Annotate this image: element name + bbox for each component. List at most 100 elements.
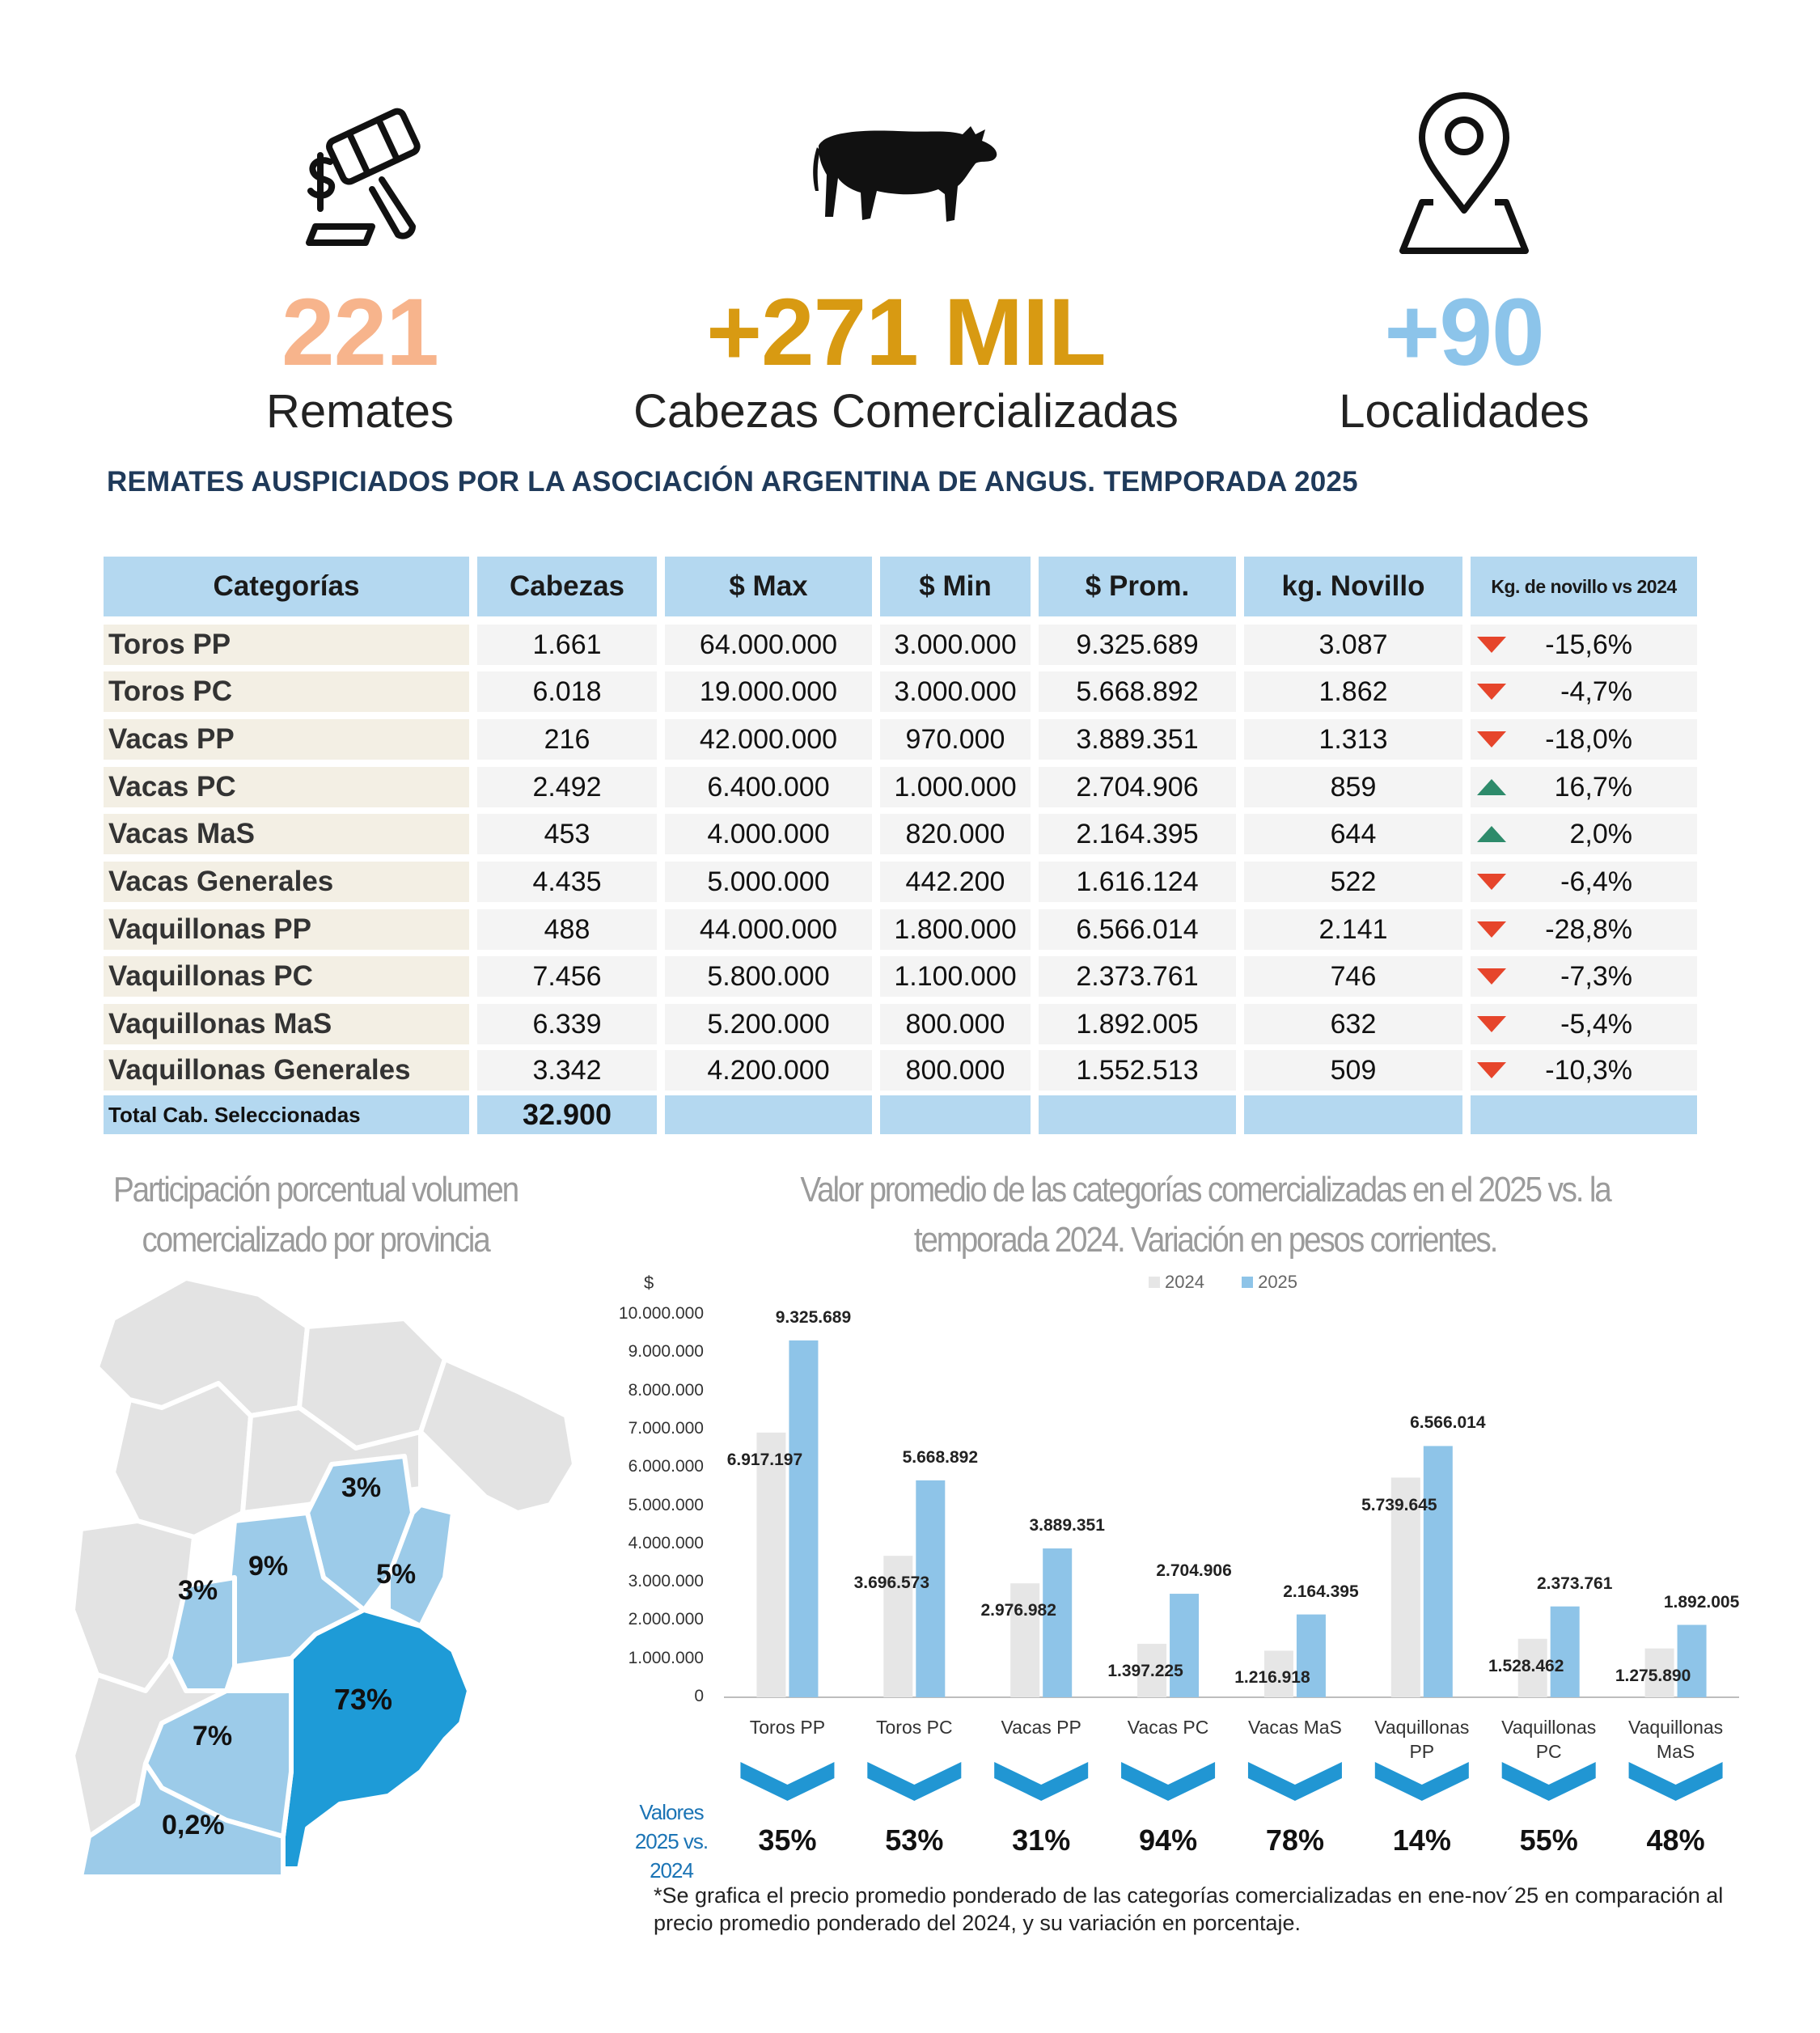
- y-tick-label: 5.000.000: [628, 1495, 704, 1514]
- variation-percent: 31%: [1012, 1823, 1071, 1857]
- table-total-empty: [880, 1095, 1031, 1134]
- category-label: Toros PC: [876, 1717, 953, 1738]
- table-row-cabezas: 3.342: [477, 1050, 657, 1091]
- table-row-variation: -6,4%: [1471, 862, 1697, 902]
- y-tick-label: 1.000.000: [628, 1648, 704, 1667]
- y-tick-label: 4.000.000: [628, 1533, 704, 1552]
- table-row-kg: 509: [1244, 1050, 1462, 1091]
- trend-down-icon: [1477, 1062, 1506, 1078]
- table-row-prom: 6.566.014: [1039, 909, 1236, 950]
- category-label: Toros PP: [749, 1717, 826, 1738]
- table-total-empty: [1471, 1095, 1697, 1134]
- bar-value-label: 5.739.645: [1361, 1495, 1437, 1514]
- y-tick-label: 2.000.000: [628, 1610, 704, 1629]
- stat-localidades-value: +90: [1384, 279, 1544, 386]
- y-tick-label: 9.000.000: [628, 1342, 704, 1362]
- table-row-cabezas: 4.435: [477, 862, 657, 902]
- trend-up-icon: [1477, 779, 1506, 795]
- table-row-prom: 1.616.124: [1039, 862, 1236, 902]
- bar-2025: [1043, 1548, 1073, 1697]
- stat-cabezas-label: Cabezas Comercializadas: [633, 385, 1179, 438]
- footnote: *Se grafica el precio promedio ponderado…: [654, 1883, 1724, 1935]
- table-row-max: 64.000.000: [665, 625, 872, 665]
- category-label: Vacas PC: [1127, 1717, 1209, 1738]
- variation-percent: 35%: [758, 1823, 817, 1857]
- cow-icon: [809, 121, 1003, 235]
- table-row-category: Toros PC: [104, 671, 469, 712]
- province-5pct: [386, 1502, 455, 1629]
- map-title-line1: Participación porcentual volumen: [113, 1170, 519, 1209]
- table-total-label: Total Cab. Seleccionadas: [104, 1095, 469, 1134]
- table-row-min: 3.000.000: [880, 625, 1031, 665]
- table-row-prom: 2.164.395: [1039, 814, 1236, 854]
- table-row-cabezas: 2.492: [477, 767, 657, 807]
- bar-value-label: 9.325.689: [775, 1307, 852, 1327]
- table-row-min: 970.000: [880, 719, 1031, 760]
- table-row-kg: 644: [1244, 814, 1462, 854]
- bar-value-label: 1.216.918: [1234, 1668, 1310, 1688]
- table-row-prom: 3.889.351: [1039, 719, 1236, 760]
- table-row-prom: 5.668.892: [1039, 671, 1236, 712]
- stat-remates-value: 221: [281, 279, 439, 386]
- chevron-down-icon: [1501, 1762, 1596, 1801]
- bar-2024: [1517, 1638, 1547, 1697]
- table-row-max: 19.000.000: [665, 671, 872, 712]
- table-row-variation: 2,0%: [1471, 814, 1697, 854]
- table-row-max: 4.000.000: [665, 814, 872, 854]
- table-row-max: 6.400.000: [665, 767, 872, 807]
- stat-remates-label: Remates: [265, 385, 455, 438]
- variation-value: -7,3%: [1560, 960, 1632, 992]
- category-label: Vaquillonas PC: [1501, 1717, 1597, 1762]
- variation-percent: 55%: [1519, 1823, 1578, 1857]
- table-row-min: 442.200: [880, 862, 1031, 902]
- table-header-cell: $ Max: [665, 557, 872, 616]
- bar-value-label: 3.889.351: [1029, 1516, 1105, 1535]
- bar-value-label: 2.373.761: [1536, 1573, 1613, 1593]
- bar-value-label: 1.892.005: [1663, 1592, 1740, 1612]
- bar-2024: [1137, 1643, 1167, 1697]
- variation-label-line2: 2025 vs.: [634, 1829, 709, 1853]
- bar-value-label: 5.668.892: [902, 1447, 979, 1467]
- chevron-down-icon: [994, 1762, 1089, 1801]
- variation-value: 2,0%: [1569, 818, 1633, 849]
- chart-title-line2: temporada 2024. Variación en pesos corri…: [913, 1220, 1499, 1260]
- y-tick-label: 6.000.000: [628, 1457, 704, 1476]
- table-row-category: Vacas PP: [104, 719, 469, 760]
- table-row-prom: 2.373.761: [1039, 956, 1236, 997]
- table-row-min: 1.800.000: [880, 909, 1031, 950]
- variation-value: -4,7%: [1560, 676, 1632, 707]
- province-north-east: [418, 1357, 577, 1515]
- bar-value-label: 3.696.573: [853, 1573, 930, 1593]
- category-label: Vaquillonas MaS: [1627, 1717, 1724, 1762]
- category-label: Vacas MaS: [1247, 1717, 1342, 1738]
- bar-2025: [1677, 1624, 1707, 1697]
- table-row-category: Toros PP: [104, 625, 469, 665]
- bar-2025: [1423, 1446, 1453, 1697]
- bar-value-label: 2.976.982: [980, 1601, 1056, 1620]
- table-header-cell: Categorías: [104, 557, 469, 616]
- chevron-down-icon: [740, 1762, 835, 1801]
- bar-value-label: 1.275.890: [1615, 1666, 1691, 1685]
- table-row-max: 5.800.000: [665, 956, 872, 997]
- table-row-prom: 1.552.513: [1039, 1050, 1236, 1091]
- table-row-min: 800.000: [880, 1004, 1031, 1044]
- table-total-value: 32.900: [477, 1095, 657, 1134]
- table-row-kg: 1.862: [1244, 671, 1462, 712]
- variation-percent: 94%: [1139, 1823, 1198, 1857]
- table-row-category: Vacas MaS: [104, 814, 469, 854]
- y-tick-label: 0: [694, 1687, 704, 1705]
- table-row-cabezas: 216: [477, 719, 657, 760]
- bar-2025: [1296, 1614, 1326, 1697]
- table-header-cell: $ Prom.: [1039, 557, 1236, 616]
- table-row-cabezas: 7.456: [477, 956, 657, 997]
- bar-2024: [1263, 1650, 1293, 1697]
- trend-down-icon: [1477, 684, 1506, 700]
- table-row-category: Vacas PC: [104, 767, 469, 807]
- table-row-max: 42.000.000: [665, 719, 872, 760]
- table-row-prom: 2.704.906: [1039, 767, 1236, 807]
- legend-swatch-2024: [1149, 1277, 1160, 1288]
- chevron-down-icon: [1374, 1762, 1469, 1801]
- table-row-kg: 746: [1244, 956, 1462, 997]
